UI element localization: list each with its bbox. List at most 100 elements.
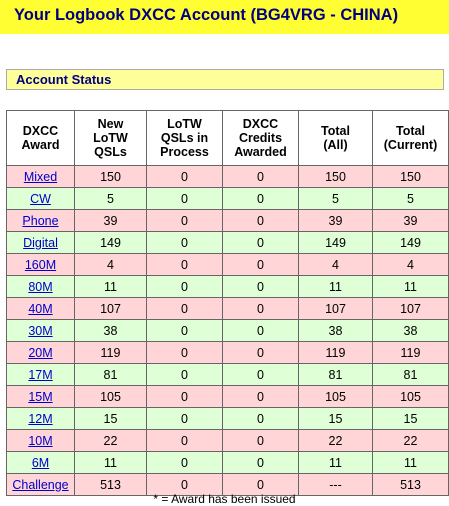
new-lotw-qsls-cell: 11 [74, 451, 147, 474]
award-link-6m[interactable]: 6M [31, 455, 50, 470]
total-all-cell: 5 [298, 187, 373, 210]
header-line: Award [21, 138, 60, 152]
award-cell: 40M [6, 297, 75, 320]
total-current-cell: 15 [372, 407, 449, 430]
header-line: QSLs in [160, 131, 209, 145]
total-all-cell: --- [298, 473, 373, 496]
table-row: 40M 107 0 0 107 107 [6, 297, 449, 320]
lotw-in-process-cell: 0 [146, 297, 223, 320]
lotw-in-process-cell: 0 [146, 363, 223, 386]
award-link-15m[interactable]: 15M [28, 389, 53, 404]
total-current-cell: 81 [372, 363, 449, 386]
table-row: 17M 81 0 0 81 81 [6, 363, 449, 386]
total-current-cell: 105 [372, 385, 449, 408]
dxcc-credits-cell: 0 [222, 297, 299, 320]
header-line: Awarded [234, 145, 287, 159]
new-lotw-qsls-cell: 15 [74, 407, 147, 430]
award-link-17m[interactable]: 17M [28, 367, 53, 382]
total-all-cell: 105 [298, 385, 373, 408]
total-current-cell: 149 [372, 231, 449, 254]
new-lotw-qsls-cell: 107 [74, 297, 147, 320]
award-link-40m[interactable]: 40M [28, 301, 53, 316]
dxcc-account-table: DXCC Award New LoTW QSLs LoTW QSLs in Process DX… [6, 110, 449, 496]
dxcc-credits-cell: 0 [222, 231, 299, 254]
total-current-cell: 11 [372, 451, 449, 474]
total-all-cell: 11 [298, 275, 373, 298]
total-all-cell: 4 [298, 253, 373, 276]
col-header-award: DXCC Award [6, 110, 75, 166]
award-link-160m[interactable]: 160M [24, 257, 57, 272]
total-all-cell: 15 [298, 407, 373, 430]
table-row: Challenge 513 0 0 --- 513 [6, 473, 449, 496]
award-link-challenge[interactable]: Challenge [12, 477, 69, 492]
header-line: LoTW [167, 117, 202, 131]
table-row: Phone 39 0 0 39 39 [6, 209, 449, 232]
header-line: Process [160, 145, 209, 159]
dxcc-credits-cell: 0 [222, 407, 299, 430]
award-link-cw[interactable]: CW [30, 191, 51, 206]
dxcc-credits-cell: 0 [222, 473, 299, 496]
new-lotw-qsls-cell: 39 [74, 209, 147, 232]
dxcc-credits-cell: 0 [222, 165, 299, 188]
dxcc-credits-cell: 0 [222, 209, 299, 232]
new-lotw-qsls-cell: 81 [74, 363, 147, 386]
award-link-20m[interactable]: 20M [28, 345, 53, 360]
table-row: 30M 38 0 0 38 38 [6, 319, 449, 342]
table-row: 10M 22 0 0 22 22 [6, 429, 449, 452]
title-bar: Your Logbook DXCC Account (BG4VRG - CHIN… [0, 0, 449, 34]
new-lotw-qsls-cell: 22 [74, 429, 147, 452]
header-line: QSLs [94, 145, 127, 159]
new-lotw-qsls-cell: 38 [74, 319, 147, 342]
table-body: Mixed 150 0 0 150 150 CW 5 0 0 5 5 Phone 39 0 0 39 39 Digi… [6, 165, 449, 496]
award-cell: Phone [6, 209, 75, 232]
new-lotw-qsls-cell: 11 [74, 275, 147, 298]
col-header-dxcc-credits-awarded: DXCC Credits Awarded [222, 110, 299, 166]
award-link-mixed[interactable]: Mixed [23, 169, 58, 184]
section-label: Account Status [16, 72, 112, 87]
header-line: DXCC [22, 124, 59, 138]
new-lotw-qsls-cell: 150 [74, 165, 147, 188]
total-all-cell: 107 [298, 297, 373, 320]
lotw-in-process-cell: 0 [146, 473, 223, 496]
new-lotw-qsls-cell: 5 [74, 187, 147, 210]
award-link-digital[interactable]: Digital [23, 235, 58, 250]
lotw-in-process-cell: 0 [146, 407, 223, 430]
award-link-phone[interactable]: Phone [22, 213, 59, 228]
header-line: (All) [323, 138, 348, 152]
dxcc-credits-cell: 0 [222, 341, 299, 364]
lotw-in-process-cell: 0 [146, 319, 223, 342]
lotw-in-process-cell: 0 [146, 231, 223, 254]
table-header-row: DXCC Award New LoTW QSLs LoTW QSLs in Process DX… [6, 110, 449, 166]
lotw-in-process-cell: 0 [146, 165, 223, 188]
account-status-section-header: Account Status [6, 69, 444, 90]
table-row: 80M 11 0 0 11 11 [6, 275, 449, 298]
award-cell: Challenge [6, 473, 75, 496]
col-header-new-lotw-qsls: New LoTW QSLs [74, 110, 147, 166]
total-current-cell: 38 [372, 319, 449, 342]
total-current-cell: 119 [372, 341, 449, 364]
table-row: 12M 15 0 0 15 15 [6, 407, 449, 430]
header-line: Total [321, 124, 350, 138]
table-row: 160M 4 0 0 4 4 [6, 253, 449, 276]
total-all-cell: 81 [298, 363, 373, 386]
award-cell: 160M [6, 253, 75, 276]
award-link-80m[interactable]: 80M [28, 279, 53, 294]
total-all-cell: 38 [298, 319, 373, 342]
award-link-10m[interactable]: 10M [28, 433, 53, 448]
lotw-in-process-cell: 0 [146, 451, 223, 474]
award-link-30m[interactable]: 30M [28, 323, 53, 338]
award-link-12m[interactable]: 12M [28, 411, 53, 426]
total-current-cell: 150 [372, 165, 449, 188]
award-cell: 30M [6, 319, 75, 342]
dxcc-credits-cell: 0 [222, 253, 299, 276]
col-header-total-current: Total (Current) [372, 110, 449, 166]
award-cell: Mixed [6, 165, 75, 188]
header-line: (Current) [383, 138, 438, 152]
award-cell: 15M [6, 385, 75, 408]
lotw-in-process-cell: 0 [146, 385, 223, 408]
total-all-cell: 11 [298, 451, 373, 474]
header-line: New [97, 117, 124, 131]
total-all-cell: 22 [298, 429, 373, 452]
lotw-in-process-cell: 0 [146, 253, 223, 276]
award-cell: CW [6, 187, 75, 210]
